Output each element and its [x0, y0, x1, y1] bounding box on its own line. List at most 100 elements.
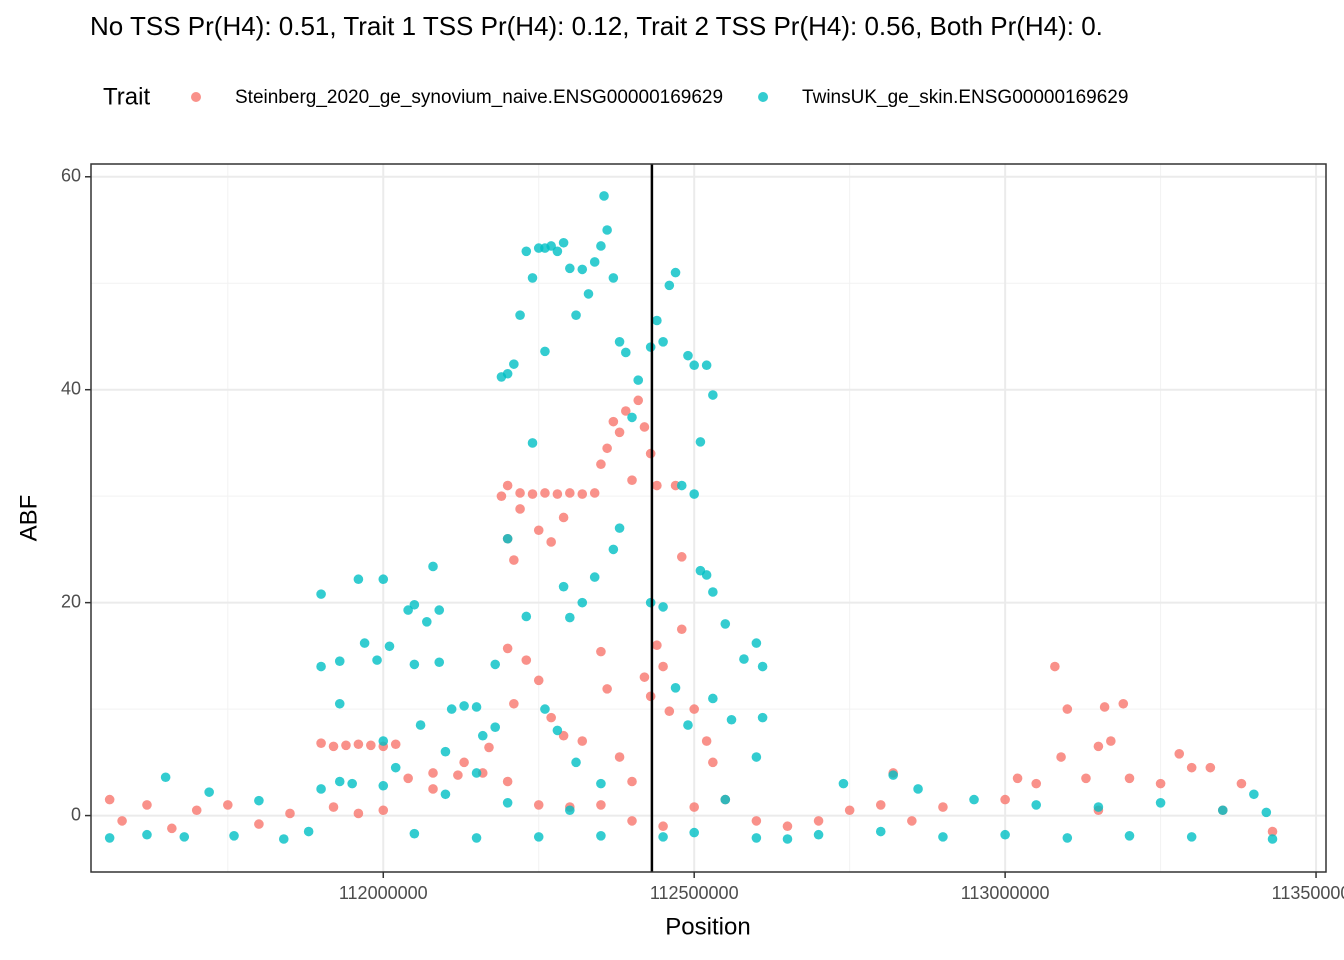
- point: [639, 422, 650, 432]
- point: [599, 191, 609, 201]
- point: [589, 257, 600, 267]
- point: [104, 794, 115, 805]
- point: [608, 544, 619, 555]
- point: [565, 612, 575, 623]
- point: [608, 416, 619, 427]
- point: [502, 797, 513, 808]
- point: [708, 587, 718, 597]
- point: [782, 834, 793, 844]
- point: [844, 805, 855, 816]
- point: [1236, 778, 1247, 789]
- point: [428, 784, 438, 794]
- point: [160, 772, 171, 783]
- point: [1124, 831, 1135, 841]
- point: [471, 768, 482, 778]
- point: [664, 706, 675, 717]
- point: [540, 346, 550, 357]
- point: [409, 828, 420, 839]
- chart-title: No TSS Pr(H4): 0.51, Trait 1 TSS Pr(H4):…: [90, 11, 1103, 41]
- plot-border: [90, 163, 1327, 873]
- point: [614, 523, 625, 533]
- point: [409, 659, 420, 670]
- point: [459, 701, 469, 711]
- point: [1155, 797, 1166, 808]
- point: [521, 246, 532, 257]
- point: [378, 805, 389, 816]
- point: [938, 832, 948, 842]
- point: [875, 826, 886, 837]
- point: [627, 412, 637, 423]
- legend-label: TwinsUK_ge_skin.ENSG00000169629: [802, 87, 1128, 108]
- point: [907, 816, 917, 826]
- point: [502, 776, 513, 787]
- point: [596, 459, 606, 470]
- point: [1000, 794, 1010, 805]
- point: [502, 480, 513, 491]
- point: [627, 475, 637, 486]
- point: [627, 776, 637, 787]
- point: [701, 360, 712, 371]
- point: [1174, 749, 1185, 759]
- point: [658, 832, 668, 842]
- point: [521, 611, 532, 622]
- point: [875, 800, 886, 810]
- point: [434, 657, 445, 668]
- x-tick-label: 113000000: [961, 883, 1050, 903]
- point: [359, 638, 370, 648]
- point: [1261, 807, 1272, 818]
- point: [446, 704, 457, 714]
- point: [1124, 773, 1135, 784]
- point: [347, 778, 357, 789]
- point: [502, 643, 513, 654]
- point: [552, 246, 563, 257]
- point: [565, 488, 575, 498]
- point: [676, 480, 687, 491]
- point: [589, 488, 600, 498]
- point: [720, 619, 731, 629]
- point: [633, 395, 644, 406]
- point: [328, 802, 339, 812]
- point: [533, 675, 544, 686]
- point: [334, 698, 345, 709]
- x-tick-label: 113500000: [1272, 883, 1344, 903]
- point: [378, 574, 389, 585]
- point: [596, 831, 606, 841]
- point: [552, 489, 563, 499]
- point: [1062, 833, 1073, 843]
- point: [614, 336, 625, 347]
- point: [813, 816, 824, 826]
- point: [1267, 826, 1278, 837]
- point: [285, 808, 295, 819]
- point: [577, 736, 588, 746]
- point: [620, 347, 631, 358]
- point: [515, 504, 525, 514]
- point: [596, 646, 606, 657]
- y-axis-label: ABF: [15, 495, 42, 542]
- point: [1012, 773, 1023, 784]
- point: [353, 808, 364, 819]
- point: [701, 570, 712, 580]
- point: [969, 794, 979, 805]
- point: [117, 816, 127, 826]
- point: [708, 390, 718, 400]
- series: [104, 395, 1278, 837]
- point: [533, 800, 544, 810]
- point: [546, 241, 556, 251]
- point: [527, 438, 538, 448]
- point: [254, 795, 264, 806]
- point: [558, 237, 569, 248]
- point: [583, 289, 594, 299]
- point: [751, 638, 762, 648]
- point: [1093, 741, 1104, 752]
- point: [1000, 829, 1010, 840]
- point: [614, 427, 625, 438]
- point: [179, 832, 190, 842]
- point: [726, 714, 737, 725]
- point: [459, 757, 469, 768]
- point: [683, 350, 693, 361]
- point: [589, 572, 600, 582]
- point: [533, 832, 544, 842]
- legend-marker: [758, 92, 769, 102]
- point: [316, 784, 326, 794]
